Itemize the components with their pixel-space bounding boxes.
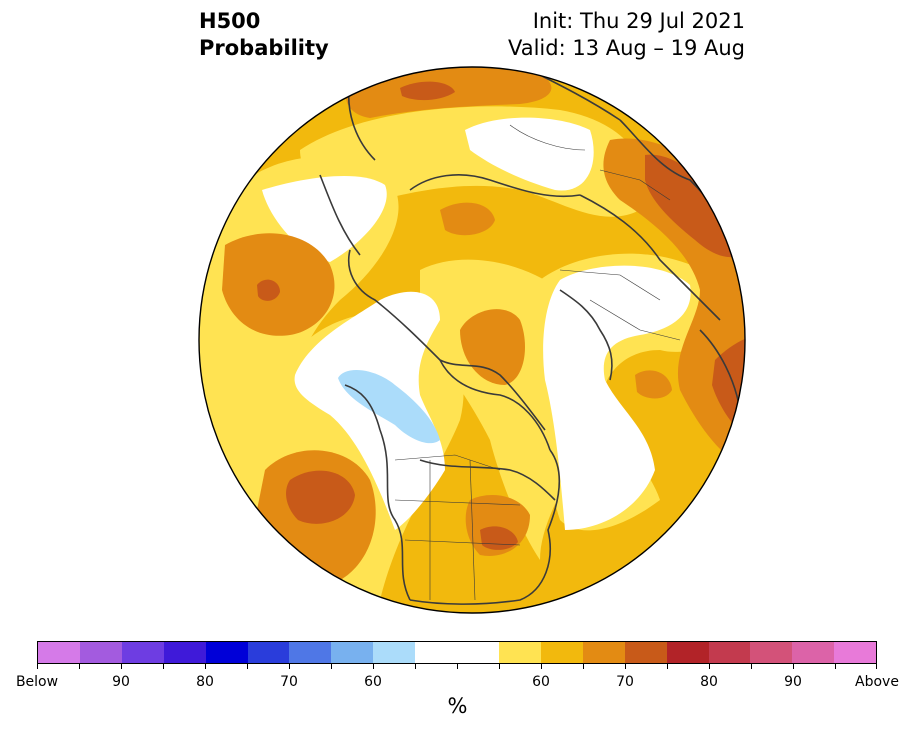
colorbar-tick: [667, 664, 668, 669]
colorbar-tick: [79, 664, 80, 669]
colorbar-swatch: [289, 642, 332, 663]
product-name: Probability: [199, 36, 329, 60]
colorbar-tick: [37, 664, 38, 669]
colorbar-swatch: [750, 642, 793, 663]
colorbar-tick: [499, 664, 500, 669]
near-normal-canada: [294, 291, 445, 530]
colorbar-swatch: [247, 642, 290, 663]
colorbar-swatch: [205, 642, 248, 663]
colorbar-tick: [205, 664, 206, 669]
colorbar-tick: [247, 664, 248, 669]
colorbar-swatch: [79, 642, 122, 663]
colorbar-swatch: [666, 642, 709, 663]
colorbar-tick-label: 90: [112, 674, 130, 690]
colorbar-tick: [751, 664, 752, 669]
polar-map: [198, 66, 746, 614]
strong-us-east: [480, 526, 518, 550]
colorbar-swatch: [163, 642, 206, 663]
colorbar-tick: [583, 664, 584, 669]
colorbar-tick-label: Below: [15, 674, 59, 690]
colorbar-swatch: [792, 642, 835, 663]
near-normal-greenland: [262, 175, 387, 262]
colorbar-tick: [121, 664, 122, 669]
colorbar-tick-label: 90: [784, 674, 802, 690]
strong-west-ocean: [257, 279, 280, 301]
mid-west-ocean: [222, 233, 335, 336]
colorbar-tick: [331, 664, 332, 669]
strong-pacific: [286, 470, 355, 524]
valid-range: Valid: 13 Aug – 19 Aug: [507, 36, 745, 60]
near-normal-asia: [543, 265, 691, 530]
colorbar-swatch: [38, 642, 80, 663]
colorbar-tick-label: 80: [196, 674, 214, 690]
colorbar-swatch: [624, 642, 667, 663]
strong-east-upper: [645, 154, 745, 258]
probability-field: [199, 67, 745, 613]
mid-east-small: [635, 370, 672, 399]
title-left: H500 Probability: [199, 8, 329, 62]
colorbar-swatch: [540, 642, 583, 663]
colorbar-tick-label: 60: [364, 674, 382, 690]
colorbar-swatch: [498, 642, 541, 663]
colorbar-swatch: [121, 642, 164, 663]
field-name: H500: [199, 9, 261, 33]
colorbar-tick-label: 80: [700, 674, 718, 690]
colorbar-tick: [289, 664, 290, 669]
colorbar-tick-label: 70: [616, 674, 634, 690]
colorbar-tick: [415, 664, 416, 669]
colorbar-unit: %: [447, 694, 468, 718]
colorbar-tick-label: 70: [280, 674, 298, 690]
colorbar-tick: [457, 664, 458, 669]
mid-north-asia: [440, 202, 495, 236]
colorbar-swatch: [834, 642, 877, 663]
map-boundary: [198, 66, 746, 614]
colorbar-tick: [835, 664, 836, 669]
colorbar-tick: [541, 664, 542, 669]
strong-north-top: [400, 81, 455, 101]
init-date: Init: Thu 29 Jul 2021: [532, 9, 745, 33]
colorbar-tick: [625, 664, 626, 669]
colorbar-swatch: [708, 642, 751, 663]
colorbar-tick-label: Above: [855, 674, 899, 690]
colorbar-swatch: [457, 642, 499, 663]
colorbar-tick: [163, 664, 164, 669]
below-normal-canada: [338, 369, 440, 444]
colorbar-tick-label: 60: [532, 674, 550, 690]
colorbar-swatch: [415, 642, 458, 663]
colorbar-tick: [373, 664, 374, 669]
colorbar-tick-labels: Below 90 80 70 60 60 70 80 90 Above: [0, 674, 915, 692]
title-right: Init: Thu 29 Jul 2021 Valid: 13 Aug – 19…: [508, 8, 745, 62]
colorbar-swatch: [331, 642, 374, 663]
borders: [394, 124, 681, 601]
near-normal-north: [465, 117, 594, 191]
colorbar-swatch: [373, 642, 416, 663]
colorbar-tick: [876, 664, 877, 669]
colorbar-tick: [793, 664, 794, 669]
colorbar-ticks: [37, 664, 877, 670]
colorbar: [37, 641, 877, 664]
colorbar-swatch: [582, 642, 625, 663]
colorbar-tick: [709, 664, 710, 669]
